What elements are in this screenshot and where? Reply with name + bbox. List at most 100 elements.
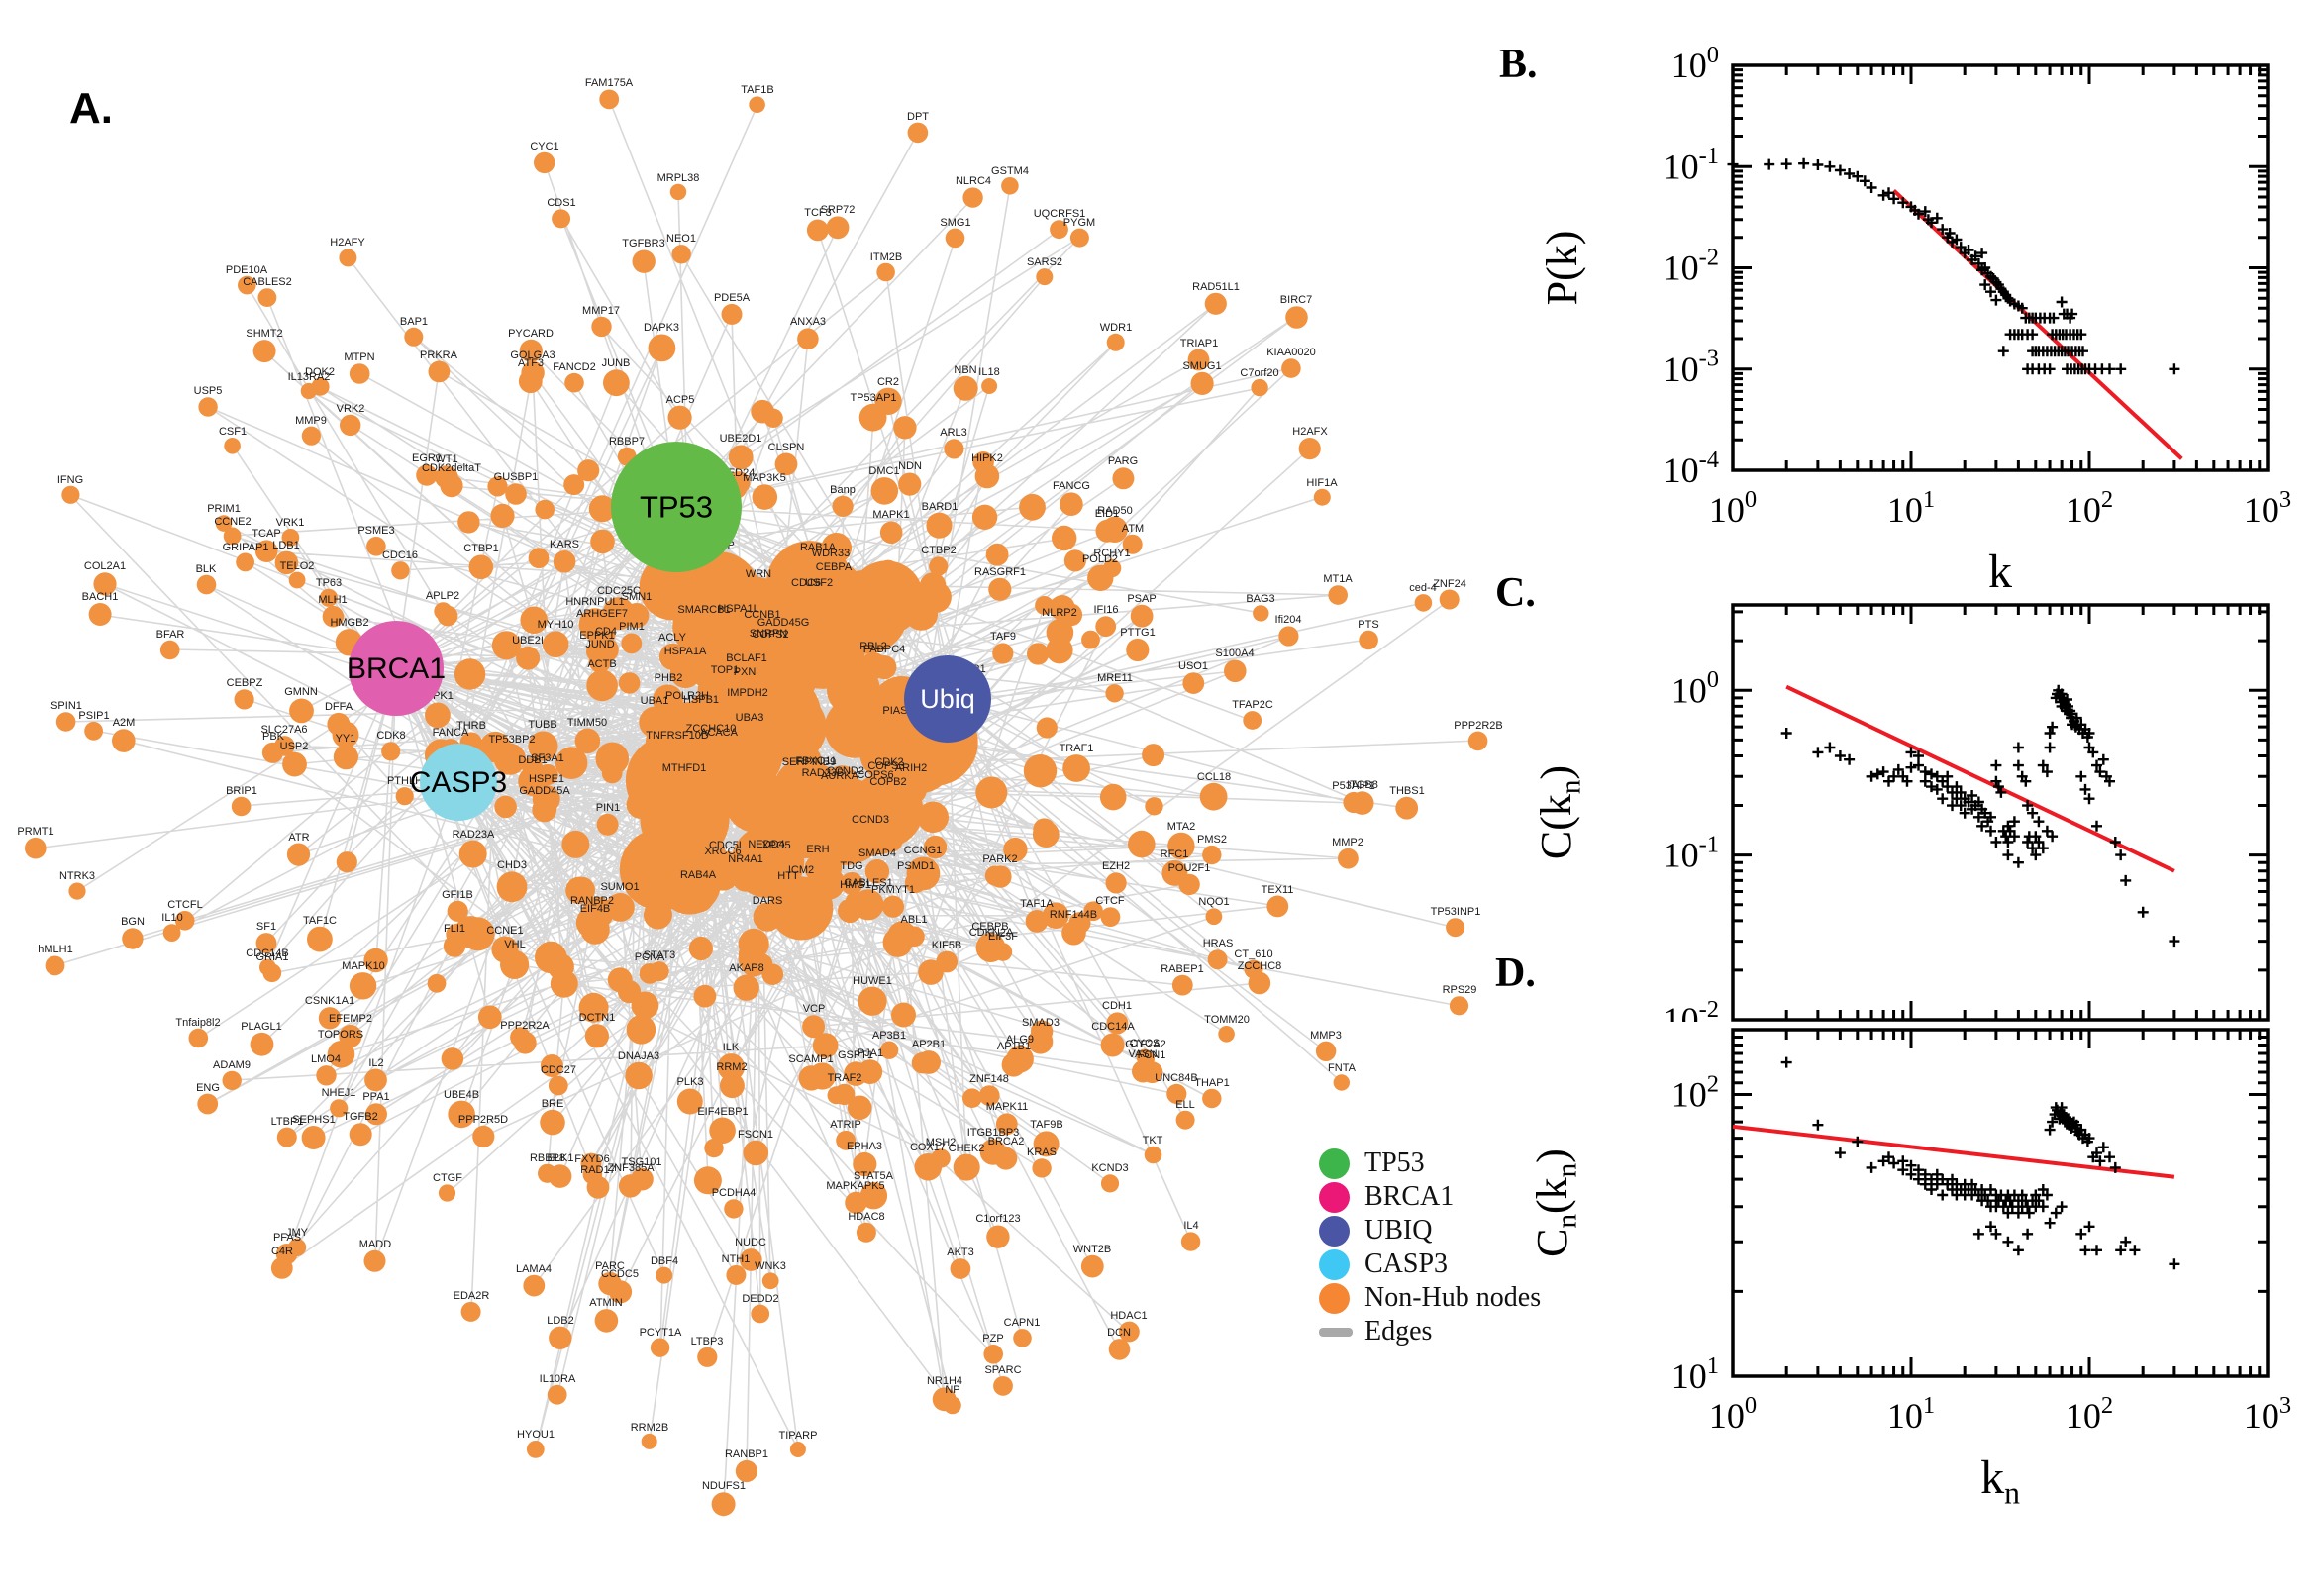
svg-text:NR4A1: NR4A1 <box>728 853 762 865</box>
svg-text:RPS29: RPS29 <box>1443 984 1477 996</box>
svg-text:CEBPZ: CEBPZ <box>227 677 263 689</box>
svg-text:TIMM50: TIMM50 <box>567 717 607 729</box>
svg-text:MAPK11: MAPK11 <box>986 1101 1029 1113</box>
svg-text:ATRIP: ATRIP <box>830 1119 861 1131</box>
svg-text:GTF2A2: GTF2A2 <box>1125 1039 1166 1050</box>
svg-text:PRIM1: PRIM1 <box>207 503 241 515</box>
svg-text:PRMT1: PRMT1 <box>17 826 53 838</box>
svg-text:IL10: IL10 <box>161 912 182 924</box>
svg-text:HIPK2: HIPK2 <box>971 452 1003 464</box>
svg-text:WRN: WRN <box>746 568 771 580</box>
svg-text:BACH1: BACH1 <box>82 591 119 603</box>
svg-text:JUND: JUND <box>585 639 614 650</box>
svg-text:TOP1: TOP1 <box>711 664 740 676</box>
svg-text:RNF144B: RNF144B <box>1050 909 1097 921</box>
svg-text:C7orf20: C7orf20 <box>1240 367 1278 379</box>
svg-text:TCF3: TCF3 <box>804 207 832 219</box>
svg-text:CLSPN: CLSPN <box>768 442 805 453</box>
svg-text:10-2: 10-2 <box>1664 244 1719 287</box>
svg-text:NTRK3: NTRK3 <box>59 870 95 882</box>
network-legend: TP53 BRCA1 UBIQ CASP3 Non-Hub nodes Edges <box>1319 1147 1541 1348</box>
legend-label: Edges <box>1364 1316 1433 1347</box>
svg-text:ICM2: ICM2 <box>788 864 814 876</box>
svg-text:BCLAF1: BCLAF1 <box>726 652 767 664</box>
svg-text:TGFB2: TGFB2 <box>343 1111 377 1123</box>
svg-text:CCND2: CCND2 <box>827 765 864 777</box>
svg-text:COPB2: COPB2 <box>869 776 906 788</box>
svg-text:HYOU1: HYOU1 <box>517 1429 555 1441</box>
svg-text:HTT: HTT <box>777 870 799 882</box>
svg-text:ATF3: ATF3 <box>518 357 544 369</box>
svg-text:ITGB1BP3: ITGB1BP3 <box>967 1127 1020 1139</box>
svg-text:RAD50: RAD50 <box>1097 505 1132 517</box>
svg-text:CDKN2A: CDKN2A <box>969 927 1014 939</box>
svg-text:SNRPN: SNRPN <box>750 628 788 640</box>
svg-text:IL13RA2: IL13RA2 <box>288 371 331 383</box>
svg-text:TIPARP: TIPARP <box>779 1430 818 1442</box>
svg-text:ABL1: ABL1 <box>901 914 928 926</box>
svg-text:MT1A: MT1A <box>1323 573 1353 585</box>
svg-text:TAF9B: TAF9B <box>1030 1119 1062 1131</box>
svg-text:VHL: VHL <box>504 939 525 950</box>
svg-text:CTCF: CTCF <box>1095 895 1125 907</box>
svg-text:100: 100 <box>1709 1392 1757 1436</box>
svg-text:RBBP8: RBBP8 <box>530 1152 565 1164</box>
svg-text:ZNF24: ZNF24 <box>1433 578 1466 590</box>
svg-text:103: 103 <box>2244 1392 2291 1436</box>
svg-text:MYH10: MYH10 <box>538 619 574 631</box>
svg-text:EIF4B: EIF4B <box>580 903 611 915</box>
svg-text:USO1: USO1 <box>1178 660 1208 672</box>
panel-a-label: A. <box>69 84 113 133</box>
node-swatch <box>1319 1215 1350 1247</box>
svg-text:PPP2R5D: PPP2R5D <box>458 1114 508 1126</box>
svg-text:APLP2: APLP2 <box>426 590 459 602</box>
svg-text:ITGB8: ITGB8 <box>1347 779 1378 791</box>
svg-text:ACACA: ACACA <box>700 727 739 739</box>
svg-text:HSPA1L: HSPA1L <box>718 603 758 615</box>
svg-text:CHD3: CHD3 <box>497 859 527 871</box>
svg-text:SMAD3: SMAD3 <box>1022 1017 1060 1029</box>
svg-text:PDE10A: PDE10A <box>226 264 268 276</box>
svg-text:TRAF1: TRAF1 <box>1060 743 1094 754</box>
svg-text:PSIP1: PSIP1 <box>78 710 109 722</box>
svg-text:102: 102 <box>2066 1392 2113 1436</box>
svg-text:TAF1A: TAF1A <box>1020 898 1054 910</box>
svg-text:ATM: ATM <box>1122 523 1144 535</box>
svg-text:GFI1B: GFI1B <box>442 889 473 901</box>
svg-text:TOMM20: TOMM20 <box>1204 1014 1250 1026</box>
svg-text:LDB2: LDB2 <box>547 1315 574 1327</box>
svg-text:PBK: PBK <box>262 731 285 743</box>
svg-text:HSPE1: HSPE1 <box>529 773 564 785</box>
svg-text:P53AIP1: P53AIP1 <box>1332 780 1374 792</box>
svg-text:CD4: CD4 <box>595 626 617 638</box>
svg-text:USF2: USF2 <box>805 577 833 589</box>
svg-text:PABPC4: PABPC4 <box>863 644 906 655</box>
svg-text:100: 100 <box>1671 42 1719 85</box>
svg-text:ALG9: ALG9 <box>1006 1034 1034 1046</box>
svg-text:XRCC6: XRCC6 <box>704 846 741 857</box>
svg-text:CCNE1: CCNE1 <box>486 925 523 937</box>
svg-text:C4R: C4R <box>271 1246 293 1257</box>
clustering-coefficient-plot: 100 10-1 10-2 C(kn​) <box>1532 603 2270 1022</box>
svg-text:WT1: WT1 <box>435 453 457 465</box>
svg-text:ITM2B: ITM2B <box>870 251 902 263</box>
svg-text:CABLES1: CABLES1 <box>844 877 893 889</box>
svg-text:CSNK1A1: CSNK1A1 <box>305 995 354 1007</box>
svg-text:TEX11: TEX11 <box>1262 884 1294 896</box>
svg-text:EPPK1: EPPK1 <box>579 630 614 642</box>
svg-text:GOLGA3: GOLGA3 <box>510 349 555 361</box>
legend-label: TP53 <box>1364 1147 1425 1178</box>
svg-text:RANBP1: RANBP1 <box>725 1448 768 1460</box>
svg-text:SHMT2: SHMT2 <box>246 328 282 340</box>
svg-text:RABEP1: RABEP1 <box>1161 963 1203 975</box>
svg-text:AKT3: AKT3 <box>947 1247 974 1258</box>
svg-text:THAP1: THAP1 <box>1194 1077 1229 1089</box>
svg-text:TRIAP1: TRIAP1 <box>1180 338 1219 349</box>
svg-text:TP53BP2: TP53BP2 <box>488 734 535 746</box>
svg-text:ZCCHC8: ZCCHC8 <box>1238 960 1282 972</box>
svg-text:HDAC8: HDAC8 <box>848 1211 884 1223</box>
svg-text:MAPK1: MAPK1 <box>872 509 909 521</box>
svg-text:LDB1: LDB1 <box>272 540 300 551</box>
svg-text:NR1H4: NR1H4 <box>927 1375 962 1387</box>
svg-text:PHB2: PHB2 <box>655 672 683 684</box>
